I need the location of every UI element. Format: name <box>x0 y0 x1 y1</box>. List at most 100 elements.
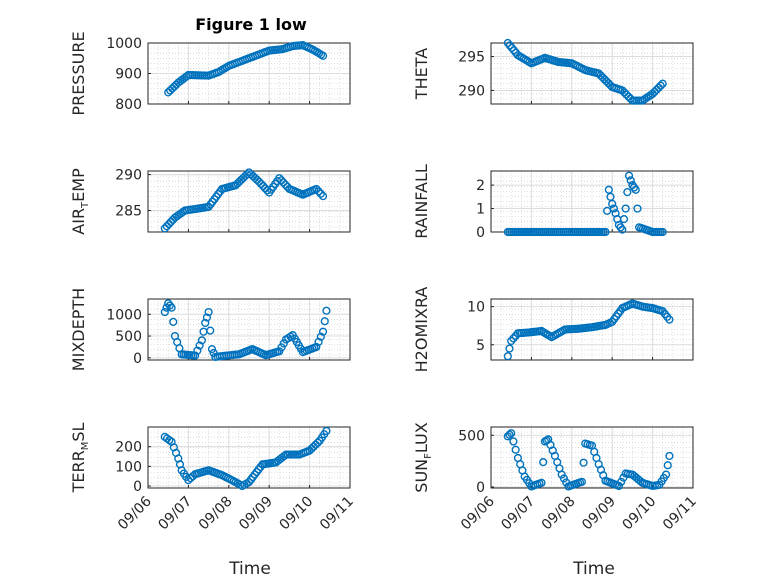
data-point <box>507 429 516 438</box>
y-tick-label: 285 <box>115 203 142 219</box>
subplot-terr-msl: 0 100 200 TERRMSL <box>69 423 351 495</box>
data-point <box>312 184 321 194</box>
data-point <box>316 332 325 341</box>
series-markers <box>503 429 674 491</box>
data-point <box>320 317 329 326</box>
data-point <box>160 307 169 317</box>
y-axis-label: RAINFALL <box>412 164 431 239</box>
y-tick-label: 500 <box>115 329 142 345</box>
x-tick-label: 09/10 <box>620 494 660 534</box>
y-tick-label: 2 <box>476 178 485 194</box>
data-point <box>658 79 667 88</box>
y-axis-label: MIXDEPTH <box>69 288 88 371</box>
y-axis-label: PRESSURE <box>69 31 88 115</box>
data-point <box>609 204 618 213</box>
y-tick-label: 1000 <box>106 307 142 323</box>
data-point <box>557 470 566 479</box>
data-point <box>277 176 286 185</box>
y-tick-label: 10 <box>467 300 485 316</box>
data-point <box>663 461 672 470</box>
data-point <box>503 352 512 361</box>
data-point <box>312 342 321 352</box>
data-point <box>623 188 632 197</box>
y-tick-label: 0 <box>133 479 142 495</box>
data-point <box>617 477 626 486</box>
data-point <box>618 225 627 234</box>
data-point <box>633 204 642 213</box>
x-tick-label: 09/09 <box>236 494 276 534</box>
subplot-h2omixra: 5 10 H2OMIXRA <box>412 287 694 372</box>
data-point <box>537 478 546 487</box>
axes-box <box>147 298 351 361</box>
subplot-rainfall: 0 1 2 RAINFALL <box>412 164 694 241</box>
x-axis-label-right: Time <box>572 559 615 579</box>
series-markers <box>160 168 328 233</box>
subplot-sun-flux: 0 500 SUNFLUX <box>412 422 694 496</box>
data-point <box>202 313 212 322</box>
data-point <box>318 192 328 201</box>
data-point <box>318 51 328 60</box>
data-point <box>505 41 514 50</box>
data-point <box>619 215 629 224</box>
data-point <box>191 351 200 360</box>
data-point <box>195 341 204 350</box>
data-point <box>505 430 514 439</box>
x-tick-label: 09/10 <box>277 494 317 534</box>
y-tick-label: 295 <box>458 50 485 66</box>
y-tick-label: 0 <box>133 351 142 367</box>
y-axis-label: THETA <box>412 48 431 100</box>
x-tick-label: 09/11 <box>317 494 357 534</box>
x-tick-label: 09/07 <box>498 494 538 534</box>
y-tick-label: 900 <box>115 67 142 83</box>
data-point <box>167 303 176 312</box>
series-markers <box>164 41 328 97</box>
data-point <box>160 224 169 233</box>
y-tick-label: 1 <box>476 202 485 218</box>
y-tick-label: 0 <box>476 225 485 241</box>
x-tick-label: 09/08 <box>196 494 236 534</box>
data-point <box>281 180 290 189</box>
axes-box <box>147 42 351 105</box>
data-point <box>316 189 325 198</box>
data-point <box>658 227 667 237</box>
y-tick-label: 200 <box>115 440 142 456</box>
x-tick-label: 09/09 <box>579 494 619 534</box>
series-markers <box>503 171 667 237</box>
data-point <box>259 181 268 191</box>
y-tick-label: 290 <box>458 83 485 99</box>
data-point <box>665 451 674 461</box>
data-point <box>559 474 569 483</box>
data-point <box>165 301 174 310</box>
subplot-air-temp: 285 290 AIRTEMP <box>69 168 351 235</box>
axes-box <box>490 298 694 361</box>
y-axis-label: AIRTEMP <box>69 168 91 235</box>
y-axis-label: TERRMSL <box>69 423 91 494</box>
data-point <box>201 318 210 328</box>
x-tick-label: 09/06 <box>115 493 155 533</box>
data-point <box>624 171 634 180</box>
y-tick-label: 5 <box>476 338 485 354</box>
data-point <box>614 481 624 491</box>
y-tick-label: 1000 <box>106 36 142 52</box>
y-tick-label: 800 <box>115 97 142 113</box>
data-point <box>626 176 635 185</box>
axes-box <box>490 42 694 105</box>
data-point <box>166 217 175 227</box>
data-point <box>193 346 202 355</box>
data-point <box>322 426 331 436</box>
subplot-theta: 290 295 THETA <box>412 38 694 105</box>
x-tick-label: 09/06 <box>458 493 498 533</box>
data-point <box>314 337 323 346</box>
data-point <box>577 477 587 486</box>
x-tick-label: 09/11 <box>660 494 700 534</box>
figure-title: Figure 1 low <box>195 15 307 34</box>
x-tick-label: 09/08 <box>539 494 579 534</box>
y-tick-label: 290 <box>115 168 142 184</box>
data-point <box>503 38 512 48</box>
data-point <box>509 46 518 55</box>
axes-box <box>147 426 351 489</box>
data-point <box>509 437 518 446</box>
data-point <box>539 458 548 467</box>
data-point <box>511 445 520 454</box>
